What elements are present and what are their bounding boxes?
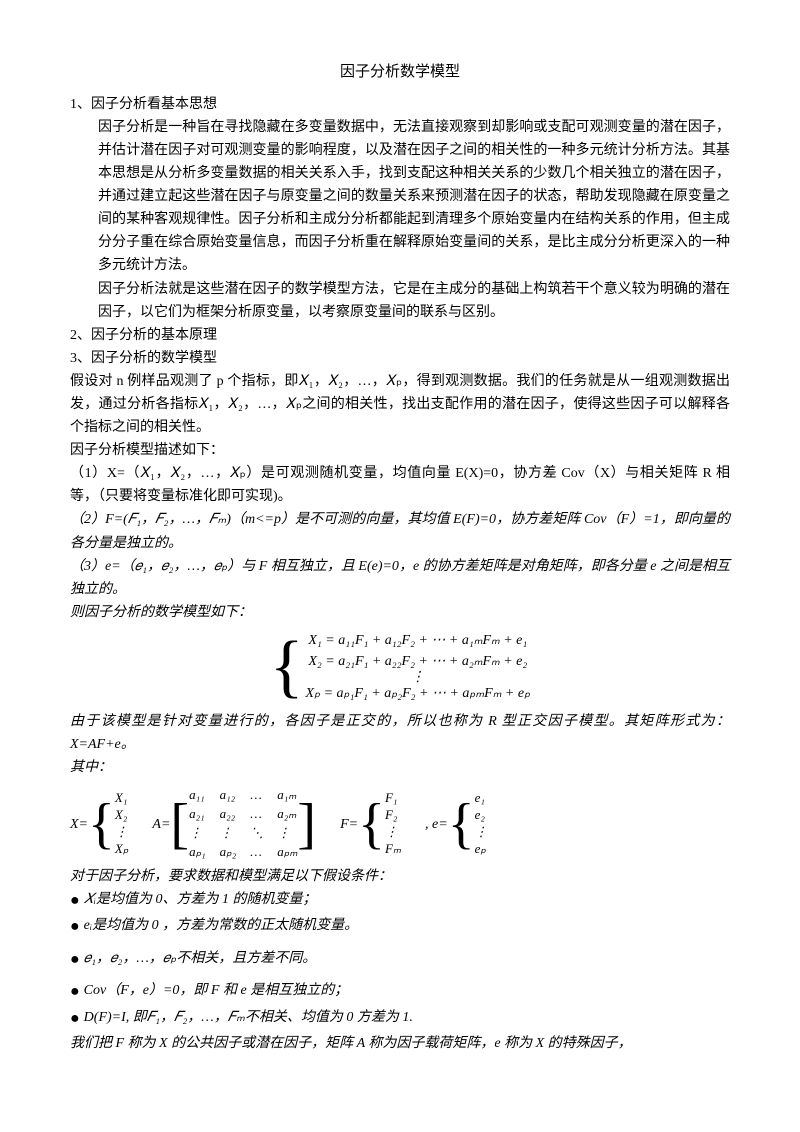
matrix-a: A= [ a₁₁a₁₂…a₁ₘ a₂₁a₂₂…a₂ₘ ⋮⋮⋱⋮ aₚ₁aₚ₂…a…	[152, 787, 316, 861]
section-2-heading: 2、因子分析的基本原理	[70, 324, 730, 347]
section-1-heading: 1、因子分析看基本思想	[70, 93, 730, 116]
matrix-e: , e= { e₁e₂⋮eₚ	[425, 790, 488, 858]
bullet-icon: ●	[70, 914, 80, 940]
bullet-icon: ●	[70, 979, 80, 1005]
eq-row-2: X₂ = a₂₁F₁ + a₂₂F₂ + ⋯ + a₂ₘFₘ + e₂	[306, 651, 531, 672]
matrix-x: X= { X₁X₂⋮Xₚ	[70, 790, 128, 858]
section-3-para-7: 我们把 F 称为 X 的公共因子或潜在因子，矩阵 A 称为因子载荷矩阵，e 称为…	[70, 1032, 730, 1055]
section-3-para-3: 则因子分析的数学模型如下：	[70, 601, 730, 624]
model-item-3: （3）e=（𝑒₁，𝑒₂，…，𝑒ₚ）与 F 相互独立，且 E(e)=0，e 的协方…	[70, 555, 730, 601]
section-3-para-1: 假设对 n 例样品观测了 p 个指标，即𝑋₁，𝑋₂，…，𝑋ₚ，得到观测数据。我们…	[70, 370, 730, 439]
bullet-3: ● 𝑒₁，𝑒₂，…，𝑒ₚ不相关，且方差不同。	[70, 947, 730, 973]
bullet-icon: ●	[70, 888, 80, 914]
bullet-1: ●𝑋ᵢ是均值为 0、方差为 1 的随机变量；	[70, 888, 730, 914]
bullet-5: ● D(F)=I, 即𝐹₁，𝐹₂，…，𝐹ₘ不相关、均值为 0 方差为 1.	[70, 1006, 730, 1032]
section-3-para-5: 其中：	[70, 756, 730, 779]
section-3-para-4: 由于该模型是针对变量进行的，各因子是正交的，所以也称为 R 型正交因子模型。其矩…	[70, 710, 730, 756]
matrix-f: F= { F₁F₂⋮Fₘ	[340, 790, 401, 858]
equation-system: { X₁ = a₁₁F₁ + a₁₂F₂ + ⋯ + a₁ₘFₘ + e₁ X₂…	[70, 624, 730, 710]
eq-row-p: Xₚ = aₚ₁F₁ + aₚ₂F₂ + ⋯ + aₚₘFₘ + eₚ	[306, 683, 531, 704]
bullet-icon: ●	[70, 1006, 80, 1032]
bullet-icon: ●	[70, 947, 80, 973]
section-1-para-2: 因子分析法就是这些潜在因子的数学模型方法，它是在主成分的基础上构筑若干个意义较为…	[70, 278, 730, 324]
bullet-4: ● Cov（F，e）=0，即 F 和 e 是相互独立的；	[70, 979, 730, 1005]
model-item-1: （1）X=（𝑋₁，𝑋₂，…，𝑋ₚ）是可观测随机变量，均值向量 E(X)=0，协方…	[70, 462, 730, 508]
eq-row-1: X₁ = a₁₁F₁ + a₁₂F₂ + ⋯ + a₁ₘFₘ + e₁	[306, 630, 531, 651]
model-item-2: （2）F=(𝐹₁，𝐹₂，…，𝐹ₘ)（m<=p）是不可测的向量，其均值 E(F)=…	[70, 508, 730, 554]
section-3-para-2: 因子分析模型描述如下：	[70, 439, 730, 462]
assumptions-heading: 对于因子分析，要求数据和模型满足以下假设条件：	[70, 865, 730, 888]
section-1-para-1: 因子分析是一种旨在寻找隐藏在多变量数据中，无法直接观察到却影响或支配可观测变量的…	[70, 116, 730, 278]
eq-row-dots: ⋮	[306, 672, 531, 683]
page-title: 因子分析数学模型	[70, 60, 730, 85]
left-brace-icon: {	[270, 637, 304, 697]
matrix-definitions: X= { X₁X₂⋮Xₚ A= [ a₁₁a₁₂…a₁ₘ a₂₁a₂₂…a₂ₘ …	[70, 779, 730, 865]
bullet-2: ● eᵢ是均值为 0 ，方差为常数的正太随机变量。	[70, 914, 730, 940]
section-3-heading: 3、因子分析的数学模型	[70, 347, 730, 370]
